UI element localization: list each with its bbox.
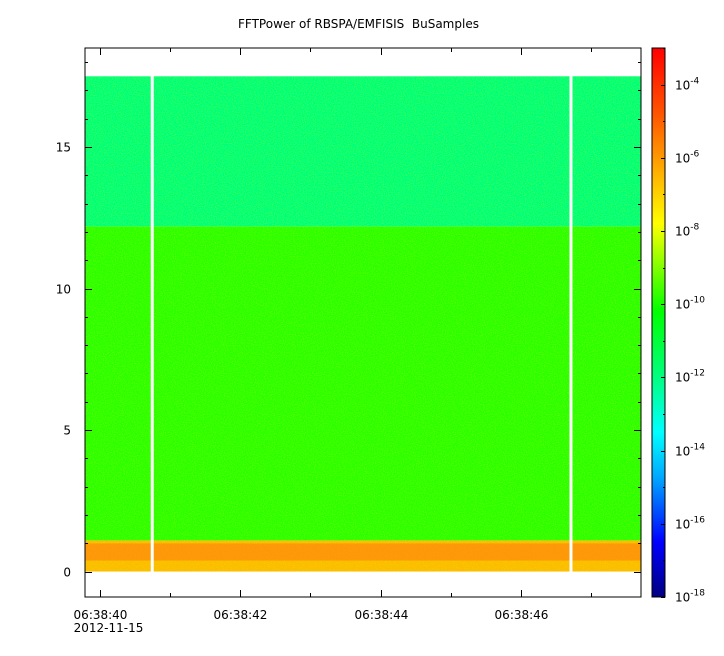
power-band-peak: [85, 543, 641, 561]
chart-title: FFTPower of RBSPA/EMFISIS BuSamples: [238, 17, 479, 31]
x-tick-label: 06:38:44: [355, 608, 409, 622]
colorbar-tick-label: 10-14: [675, 443, 705, 459]
y-tick-label: 15: [56, 141, 71, 155]
colorbar-tick-label: 10-10: [675, 296, 705, 312]
colorbar-tick-label: 10-8: [675, 223, 700, 239]
colorbar-gradient: [651, 47, 666, 598]
power-band-texture: [85, 226, 641, 541]
power-band-texture: [85, 76, 641, 227]
colorbar: 10-4 10-6 10-8 10-10 10-12 10-14 10-16 10-18: [651, 47, 705, 605]
plot-frame: [84, 47, 642, 598]
colorbar-tick-label: 10-12: [675, 369, 705, 385]
data-gap: [569, 75, 573, 573]
y-tick-label: 0: [63, 566, 71, 580]
x-tick-label: 06:38:42: [214, 608, 268, 622]
x-tick-label: 06:38:40: [74, 608, 128, 622]
y-tick-label: 5: [63, 424, 71, 438]
x-tick-sublabel: 2012-11-15: [74, 621, 144, 635]
spectrogram-image: [85, 75, 641, 573]
y-tick-label: 10: [56, 283, 71, 297]
colorbar-tick-label: 10-4: [675, 77, 700, 93]
colorbar-tick-label: 10-16: [675, 516, 705, 532]
x-tick-label: 06:38:46: [495, 608, 549, 622]
data-gap: [150, 75, 154, 573]
colorbar-tick-label: 10-6: [675, 150, 700, 166]
colorbar-tick-label: 10-18: [675, 589, 705, 605]
